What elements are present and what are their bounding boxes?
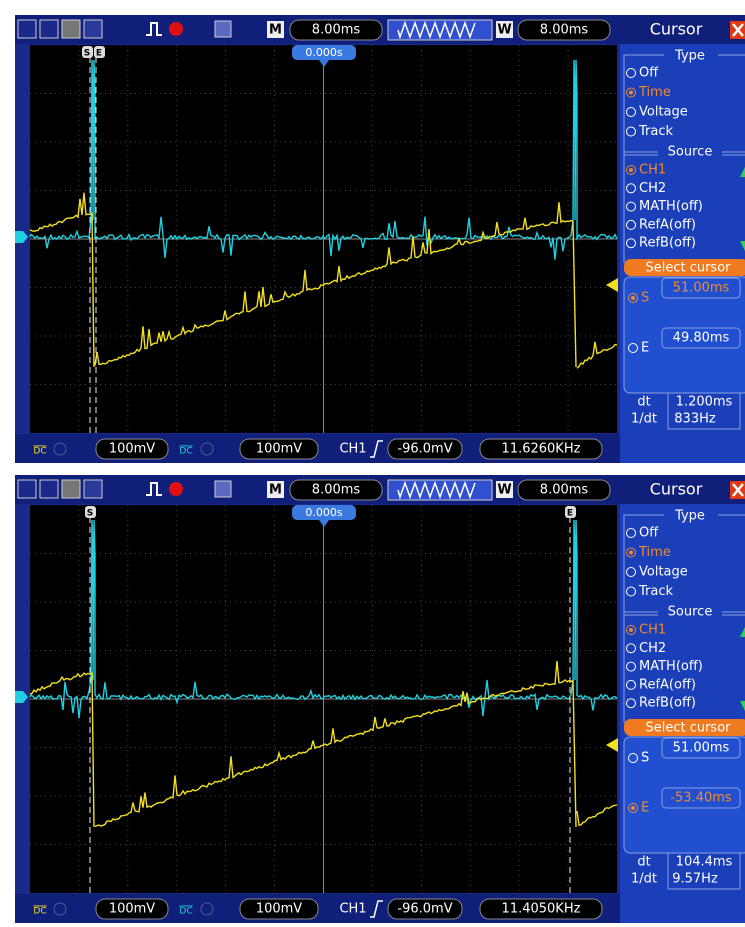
toolbar-icon <box>40 20 58 38</box>
trigger-level: -96.0mV <box>397 902 452 917</box>
cursor-value: 49.80ms <box>673 331 730 346</box>
type-option[interactable]: Voltage <box>639 565 688 580</box>
inv-value: 9.57Hz <box>672 872 718 887</box>
radio-dot <box>629 551 633 555</box>
trigger-position: 0.000s <box>305 46 342 59</box>
source-option[interactable]: RefA(off) <box>639 677 696 692</box>
type-option[interactable]: Off <box>639 526 659 541</box>
timebase: 8.00ms <box>312 483 361 498</box>
source-option[interactable]: CH2 <box>639 181 666 196</box>
source-option[interactable]: MATH(off) <box>639 659 703 674</box>
cursor-label: S <box>84 49 90 59</box>
coupling: DC <box>179 907 192 917</box>
source-option[interactable]: CH1 <box>639 623 666 638</box>
stop-icon <box>169 22 183 36</box>
cursor-select-label: S <box>641 751 649 766</box>
toolbar-icon <box>84 480 102 498</box>
frequency: 11.6260KHz <box>502 442 581 457</box>
dt-label: dt <box>637 855 650 870</box>
radio-dot <box>629 168 633 172</box>
dt-label: dt <box>637 395 650 410</box>
menu-title: Cursor <box>650 480 703 499</box>
inv-value: 833Hz <box>674 412 716 427</box>
type-heading: Type <box>674 49 705 64</box>
ch1-scale: 100mV <box>109 442 155 457</box>
scope-screenshots: M8.00msW8.00ms0.000sSECursorTypeOffTimeV… <box>0 0 745 927</box>
timebase: 8.00ms <box>312 23 361 38</box>
w-label: W <box>497 483 511 498</box>
window-time: 8.00ms <box>540 483 589 498</box>
save-icon <box>215 481 231 497</box>
toolbar-icon <box>62 20 80 38</box>
ch1-scale: 100mV <box>109 902 155 917</box>
select-cursor: Select cursor <box>645 261 731 276</box>
toolbar-icon <box>84 20 102 38</box>
radio-dot <box>631 806 635 810</box>
cursor-select-label: S <box>641 291 649 306</box>
scope-screen: M 8.00ms W 8.00ms 0.000s S E Cursor Type Off Time V… <box>15 475 745 923</box>
trigger-source: CH1 <box>339 442 366 457</box>
menu-title: Cursor <box>650 20 703 39</box>
toolbar-icon <box>62 480 80 498</box>
source-option[interactable]: CH1 <box>639 163 666 178</box>
ch2-scale: 100mV <box>256 902 302 917</box>
select-cursor: Select cursor <box>645 721 731 736</box>
toolbar-icon <box>40 480 58 498</box>
type-option[interactable]: Off <box>639 66 659 81</box>
frequency: 11.4050KHz <box>502 902 581 917</box>
coupling: DC <box>179 447 192 457</box>
source-option[interactable]: CH2 <box>639 641 666 656</box>
type-option[interactable]: Voltage <box>639 105 688 120</box>
radio-dot <box>631 296 635 300</box>
source-option[interactable]: RefB(off) <box>639 696 696 711</box>
inv-label: 1/dt <box>631 872 657 887</box>
type-option[interactable]: Track <box>638 124 673 139</box>
m-label: M <box>269 23 282 38</box>
coupling: DC <box>33 907 46 917</box>
cursor-label: E <box>567 509 573 519</box>
dt-value: 1.200ms <box>676 395 733 410</box>
type-option[interactable]: Time <box>638 545 671 560</box>
source-heading: Source <box>668 145 713 160</box>
radio-dot <box>629 91 633 95</box>
save-icon <box>215 21 231 37</box>
radio-dot <box>629 628 633 632</box>
type-option[interactable]: Track <box>638 584 673 599</box>
source-option[interactable]: RefB(off) <box>639 236 696 251</box>
inv-label: 1/dt <box>631 412 657 427</box>
trigger-level: -96.0mV <box>397 442 452 457</box>
w-label: W <box>497 23 511 38</box>
dt-value: 104.4ms <box>676 855 733 870</box>
toolbar-icon <box>18 20 36 38</box>
type-option[interactable]: Time <box>638 85 671 100</box>
page: M8.00msW8.00ms0.000sSECursorTypeOffTimeV… <box>0 0 745 927</box>
cursor-label: E <box>96 49 102 59</box>
cursor-select-label: E <box>641 341 649 356</box>
m-label: M <box>269 483 282 498</box>
ch2-scale: 100mV <box>256 442 302 457</box>
coupling: DC <box>33 447 46 457</box>
stop-icon <box>169 482 183 496</box>
cursor-value: 51.00ms <box>673 281 730 296</box>
window-time: 8.00ms <box>540 23 589 38</box>
trigger-source: CH1 <box>339 902 366 917</box>
source-heading: Source <box>668 605 713 620</box>
cursor-label: S <box>87 509 93 519</box>
cursor-select-label: E <box>641 801 649 816</box>
toolbar-icon <box>18 480 36 498</box>
source-option[interactable]: RefA(off) <box>639 217 696 232</box>
type-heading: Type <box>674 509 705 524</box>
source-option[interactable]: MATH(off) <box>639 199 703 214</box>
cursor-value: 51.00ms <box>673 741 730 756</box>
trigger-position: 0.000s <box>305 506 342 519</box>
cursor-value: -53.40ms <box>670 791 732 806</box>
